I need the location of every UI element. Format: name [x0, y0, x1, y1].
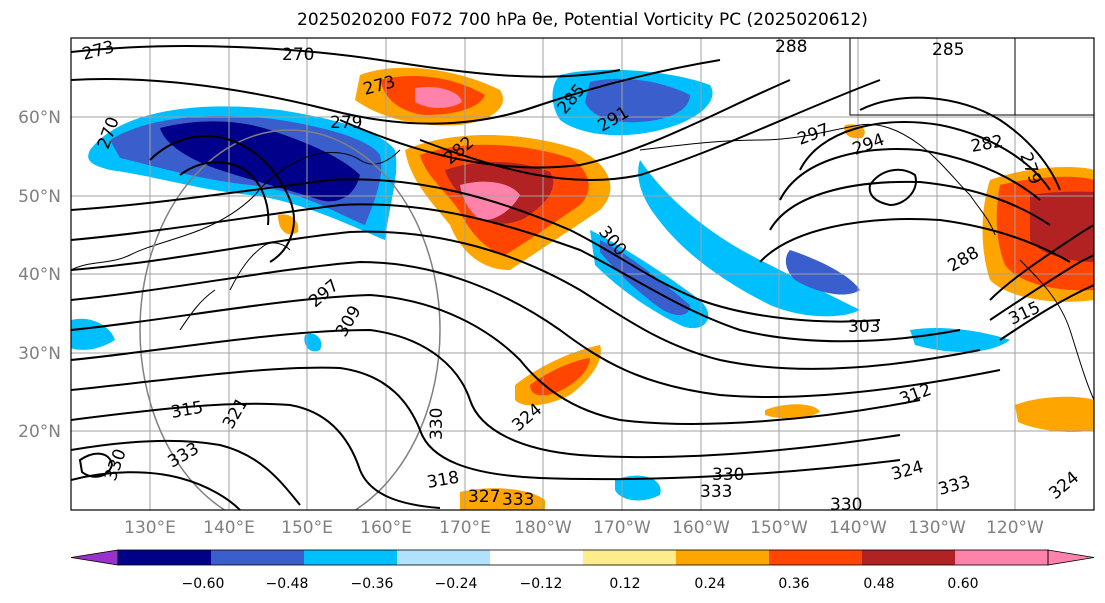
positive-anomaly-region: [460, 488, 545, 510]
colorbar-tick-label: −0.36: [351, 576, 394, 592]
colorbar-tick-label: 0.24: [694, 576, 725, 592]
lat-label: 60°N: [18, 108, 61, 128]
colorbar-tick-label: 0.36: [778, 576, 809, 592]
reference-ring: [139, 129, 441, 510]
colorbar-swatch: [118, 550, 212, 565]
lon-label: 140°E: [203, 518, 255, 538]
lon-label: 130°E: [124, 518, 176, 538]
colorbar-tick-label: 0.12: [609, 576, 640, 592]
colorbar-swatch: [955, 550, 1049, 565]
colorbar-tick-label: −0.12: [520, 576, 563, 592]
colorbar-tick-label: 0.48: [863, 576, 894, 592]
negative-anomaly-region: [615, 475, 661, 501]
lon-label: 120°W: [986, 518, 1044, 538]
map-frame: [70, 37, 1095, 511]
lon-label: 160°E: [360, 518, 412, 538]
colorbar-tick-label: −0.24: [435, 576, 478, 592]
negative-anomaly-region: [638, 160, 860, 317]
graticule: [71, 38, 1094, 510]
lat-label: 40°N: [18, 265, 61, 285]
theta-e-contours: [71, 45, 1094, 510]
contour-label: 285: [932, 40, 964, 60]
colorbar-extend-high: [1047, 549, 1095, 566]
lon-label: 170°E: [439, 518, 491, 538]
colorbar-swatch: [490, 550, 584, 565]
contour-label: 330: [830, 495, 862, 515]
negative-anomaly-region: [585, 78, 690, 123]
longitude-labels: 130°E 140°E 150°E 160°E 170°E 180°W 170°…: [124, 518, 1044, 538]
colorbar-swatch: [769, 550, 863, 565]
positive-anomaly-region: [1015, 396, 1094, 433]
colorbar-extend-low: [70, 549, 119, 566]
contour-label: 279: [330, 113, 362, 133]
lon-label: 140°W: [829, 518, 887, 538]
contour-label: 330: [712, 465, 744, 485]
colorbar-swatch: [304, 550, 398, 565]
lon-label: 160°W: [672, 518, 730, 538]
lon-label: 130°W: [908, 518, 966, 538]
contour-label: 270: [282, 45, 314, 65]
lon-label: 180°W: [514, 518, 572, 538]
colorbar-tick-label: −0.60: [182, 576, 225, 592]
lat-label: 50°N: [18, 187, 61, 207]
positive-anomaly-region: [415, 86, 462, 108]
negative-anomaly-region: [304, 333, 322, 352]
negative-anomaly-region: [160, 121, 360, 202]
contour-label: 333: [502, 490, 534, 510]
positive-anomaly-region: [1030, 191, 1094, 262]
colorbar-swatch: [397, 550, 491, 565]
lat-label: 30°N: [18, 344, 61, 364]
map-title: 2025020200 F072 700 hPa θe, Potential Vo…: [297, 10, 868, 30]
lon-label: 150°E: [281, 518, 333, 538]
colorbar-swatch: [583, 550, 677, 565]
colorbar-ticks: −0.60 −0.48 −0.36 −0.24 −0.12 0.12 0.24 …: [182, 576, 979, 592]
colorbar-frame: [117, 549, 1049, 566]
lon-label: 170°W: [593, 518, 651, 538]
contour-label: 330: [427, 408, 447, 440]
contour-label: 288: [775, 37, 807, 57]
contour-label: 327: [468, 487, 500, 507]
latitude-labels: 60°N 50°N 40°N 30°N 20°N: [18, 108, 61, 442]
contour-label: 333: [700, 482, 732, 502]
negative-anomaly-region: [785, 250, 860, 295]
colorbar: [70, 549, 1095, 566]
lon-label: 150°W: [750, 518, 808, 538]
colorbar-swatch: [211, 550, 305, 565]
contour-label: 303: [848, 317, 880, 337]
colorbar-swatch: [676, 550, 770, 565]
colorbar-tick-label: −0.48: [266, 576, 309, 592]
colorbar-tick-label: 0.60: [947, 576, 978, 592]
colorbar-swatch: [862, 550, 956, 565]
lat-label: 20°N: [18, 422, 61, 442]
